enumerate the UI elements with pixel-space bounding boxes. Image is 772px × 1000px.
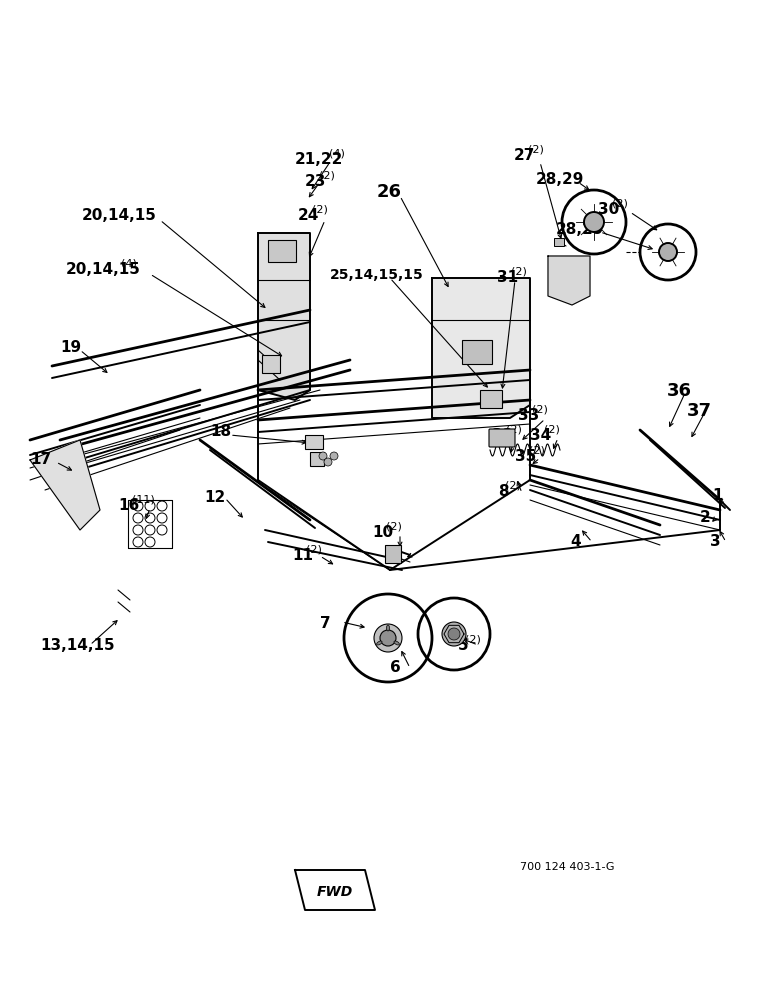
Ellipse shape bbox=[377, 641, 382, 645]
Circle shape bbox=[319, 452, 327, 460]
Text: 5: 5 bbox=[458, 638, 469, 653]
Text: FWD: FWD bbox=[317, 885, 353, 899]
Bar bbox=[462, 340, 492, 364]
Text: 10: 10 bbox=[372, 525, 393, 540]
Text: 700 124 403-1-G: 700 124 403-1-G bbox=[520, 862, 615, 872]
Bar bbox=[480, 390, 502, 408]
Text: (2): (2) bbox=[319, 171, 334, 181]
Text: 19: 19 bbox=[60, 340, 81, 355]
Text: 31: 31 bbox=[497, 270, 518, 285]
Text: 9: 9 bbox=[390, 546, 401, 561]
Circle shape bbox=[330, 452, 338, 460]
Text: 20,14,15: 20,14,15 bbox=[82, 208, 157, 223]
Text: (2): (2) bbox=[543, 425, 560, 435]
Text: 34: 34 bbox=[530, 428, 551, 443]
Text: 1: 1 bbox=[712, 488, 723, 503]
Text: 18: 18 bbox=[210, 424, 231, 439]
Text: (2): (2) bbox=[527, 145, 543, 155]
Text: 26: 26 bbox=[377, 183, 402, 201]
Polygon shape bbox=[432, 278, 530, 418]
Ellipse shape bbox=[387, 625, 390, 631]
Circle shape bbox=[659, 243, 677, 261]
Text: 16: 16 bbox=[118, 498, 139, 513]
Text: (2): (2) bbox=[312, 205, 327, 215]
Text: 37: 37 bbox=[687, 402, 712, 420]
Text: 21,22: 21,22 bbox=[295, 152, 344, 167]
Text: 25,14,15,15: 25,14,15,15 bbox=[330, 268, 424, 282]
Text: 3: 3 bbox=[710, 534, 720, 549]
Bar bbox=[385, 545, 401, 563]
Text: 27: 27 bbox=[514, 148, 535, 163]
Circle shape bbox=[380, 630, 396, 646]
Text: (4): (4) bbox=[120, 259, 137, 269]
Text: 6: 6 bbox=[390, 660, 401, 675]
Text: 28,29: 28,29 bbox=[536, 172, 584, 187]
Text: 36: 36 bbox=[667, 382, 692, 400]
Text: 2: 2 bbox=[700, 510, 711, 525]
Text: 13,14,15: 13,14,15 bbox=[40, 638, 114, 653]
Text: 17: 17 bbox=[30, 452, 51, 467]
FancyBboxPatch shape bbox=[489, 429, 515, 447]
Text: 33: 33 bbox=[518, 408, 540, 423]
Bar bbox=[305, 435, 323, 449]
Text: (2): (2) bbox=[529, 446, 544, 456]
Circle shape bbox=[442, 622, 466, 646]
Text: 11: 11 bbox=[292, 548, 313, 563]
Bar bbox=[262, 355, 280, 373]
Polygon shape bbox=[548, 256, 590, 305]
Text: 32: 32 bbox=[492, 428, 513, 443]
Circle shape bbox=[584, 212, 604, 232]
Text: (2): (2) bbox=[465, 635, 481, 645]
Circle shape bbox=[374, 624, 402, 652]
Text: (2): (2) bbox=[532, 405, 547, 415]
Circle shape bbox=[324, 458, 332, 466]
Text: 20,14,15: 20,14,15 bbox=[66, 262, 141, 277]
Text: (2): (2) bbox=[386, 522, 401, 532]
Bar bbox=[310, 452, 324, 466]
Bar bbox=[554, 238, 564, 246]
Polygon shape bbox=[295, 870, 375, 910]
Text: (2): (2) bbox=[510, 267, 527, 277]
Ellipse shape bbox=[394, 641, 399, 645]
Text: 35: 35 bbox=[515, 449, 537, 464]
Text: 12: 12 bbox=[204, 490, 225, 505]
Text: (11): (11) bbox=[132, 495, 154, 505]
Polygon shape bbox=[30, 440, 100, 530]
Text: 24: 24 bbox=[298, 208, 320, 223]
Text: (2): (2) bbox=[306, 545, 321, 555]
Text: (2): (2) bbox=[506, 425, 522, 435]
Text: 8: 8 bbox=[498, 484, 509, 499]
Text: 28,29: 28,29 bbox=[556, 222, 604, 237]
Text: 30: 30 bbox=[598, 202, 619, 217]
Bar bbox=[268, 240, 296, 262]
Text: 23: 23 bbox=[305, 174, 327, 189]
Text: 7: 7 bbox=[320, 616, 330, 631]
Circle shape bbox=[448, 628, 460, 640]
Text: (2): (2) bbox=[505, 481, 520, 491]
Text: (2): (2) bbox=[611, 199, 628, 209]
Text: (4): (4) bbox=[329, 149, 345, 159]
Polygon shape bbox=[258, 233, 310, 400]
Text: 4: 4 bbox=[570, 534, 581, 549]
